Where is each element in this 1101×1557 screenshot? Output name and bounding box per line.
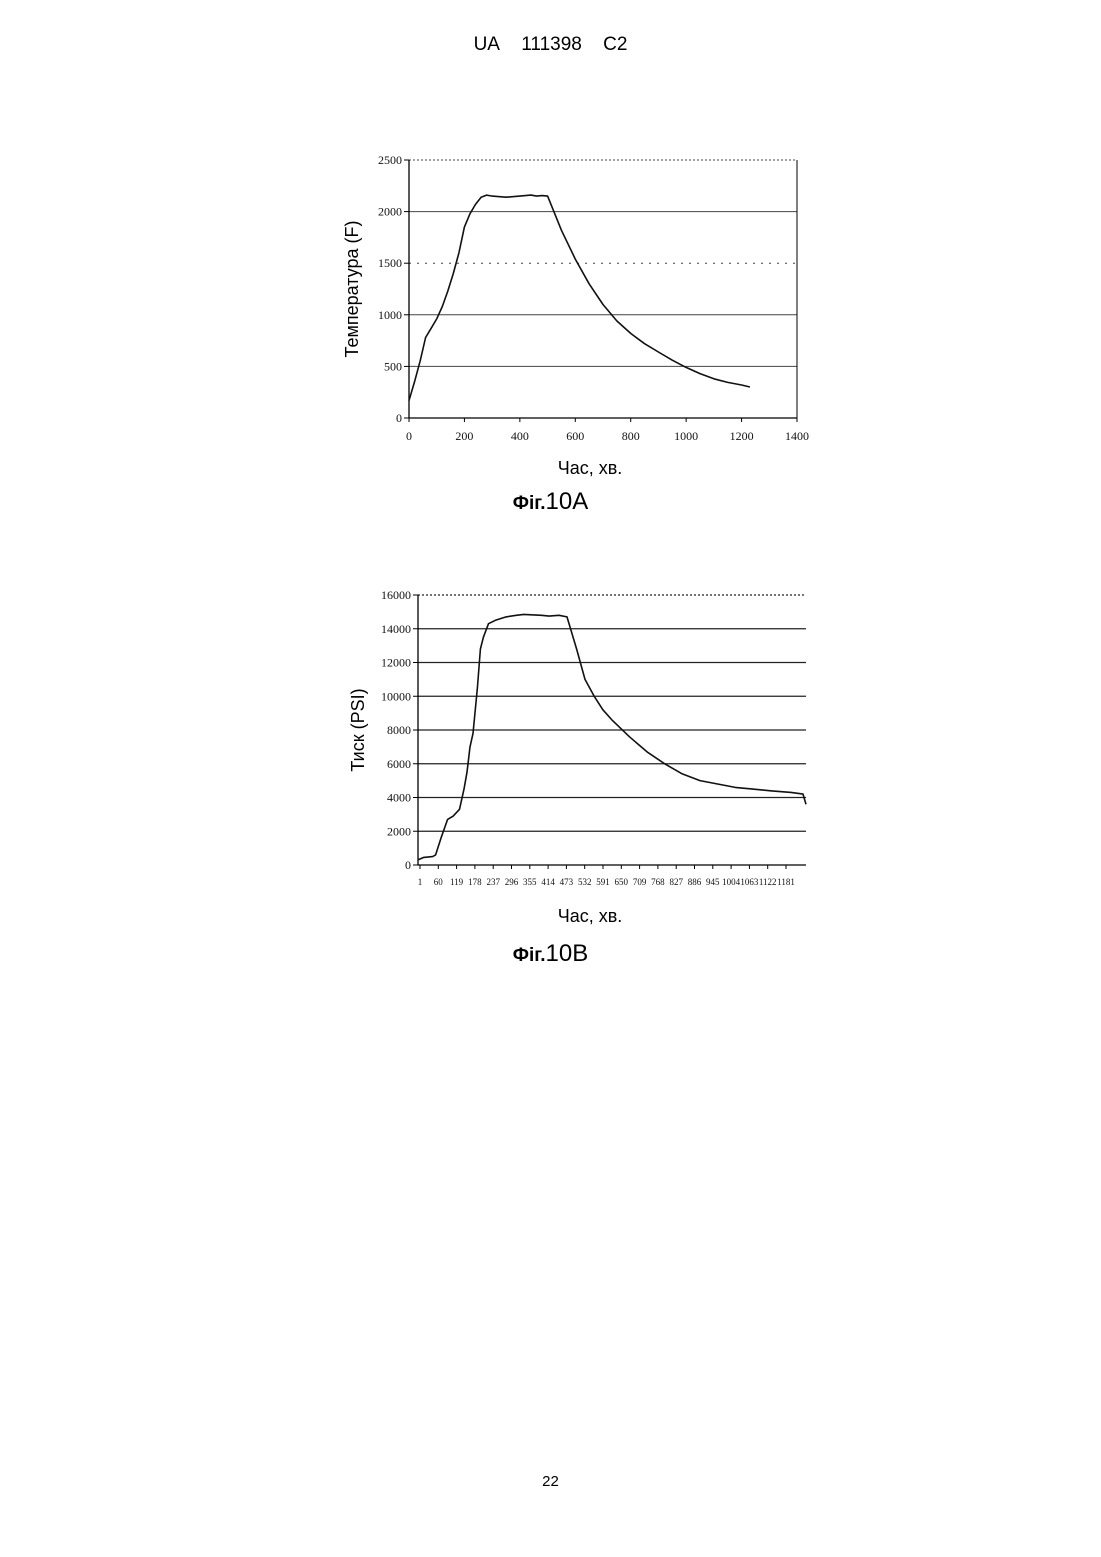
x-tick-label: 119 <box>450 877 464 887</box>
x-tick-label: 1181 <box>777 877 795 887</box>
y-axis-label: Тиск (PSI) <box>348 688 368 771</box>
x-tick-label: 768 <box>651 877 665 887</box>
x-tick-label: 1122 <box>759 877 777 887</box>
page-number: 22 <box>0 1473 1101 1490</box>
x-tick-label: 1004 <box>722 877 741 887</box>
y-tick-label: 2000 <box>387 824 411 838</box>
y-tick-label: 8000 <box>387 723 411 737</box>
y-tick-label: 14000 <box>381 622 411 636</box>
x-tick-label: 473 <box>560 877 574 887</box>
x-tick-label: 60 <box>434 877 444 887</box>
x-tick-label: 827 <box>669 877 683 887</box>
x-tick-label: 532 <box>578 877 592 887</box>
series-line <box>418 614 806 860</box>
figure-caption-10b: Фіг.10B <box>0 940 1101 968</box>
y-tick-label: 0 <box>405 858 411 872</box>
pressure-chart: 0 2000 4000 6000 8000 10000 12000 14000 16000 1 60… <box>0 0 1101 1000</box>
x-tick-label: 296 <box>505 877 519 887</box>
figure-10b: 0 2000 4000 6000 8000 10000 12000 14000 16000 1 60… <box>0 0 1101 1000</box>
x-tick-label: 178 <box>468 877 482 887</box>
x-tick-label: 1 <box>418 877 423 887</box>
x-tick-label: 414 <box>541 877 555 887</box>
x-tick-label: 591 <box>596 877 610 887</box>
x-tick-label: 709 <box>633 877 647 887</box>
x-tick-label: 945 <box>706 877 720 887</box>
y-tick-label: 12000 <box>381 656 411 670</box>
x-tick-label: 1063 <box>740 877 759 887</box>
y-tick-label: 4000 <box>387 791 411 805</box>
y-tick-label: 6000 <box>387 757 411 771</box>
x-tick-label: 355 <box>523 877 537 887</box>
x-axis-label: Час, хв. <box>558 906 623 926</box>
y-tick-label: 16000 <box>381 588 411 602</box>
x-tick-label: 886 <box>688 877 702 887</box>
x-tick-label: 650 <box>615 877 629 887</box>
y-tick-label: 10000 <box>381 689 411 703</box>
caption-prefix: Фіг. <box>513 945 546 966</box>
x-tick-label: 237 <box>486 877 500 887</box>
caption-number: 10B <box>546 940 589 967</box>
